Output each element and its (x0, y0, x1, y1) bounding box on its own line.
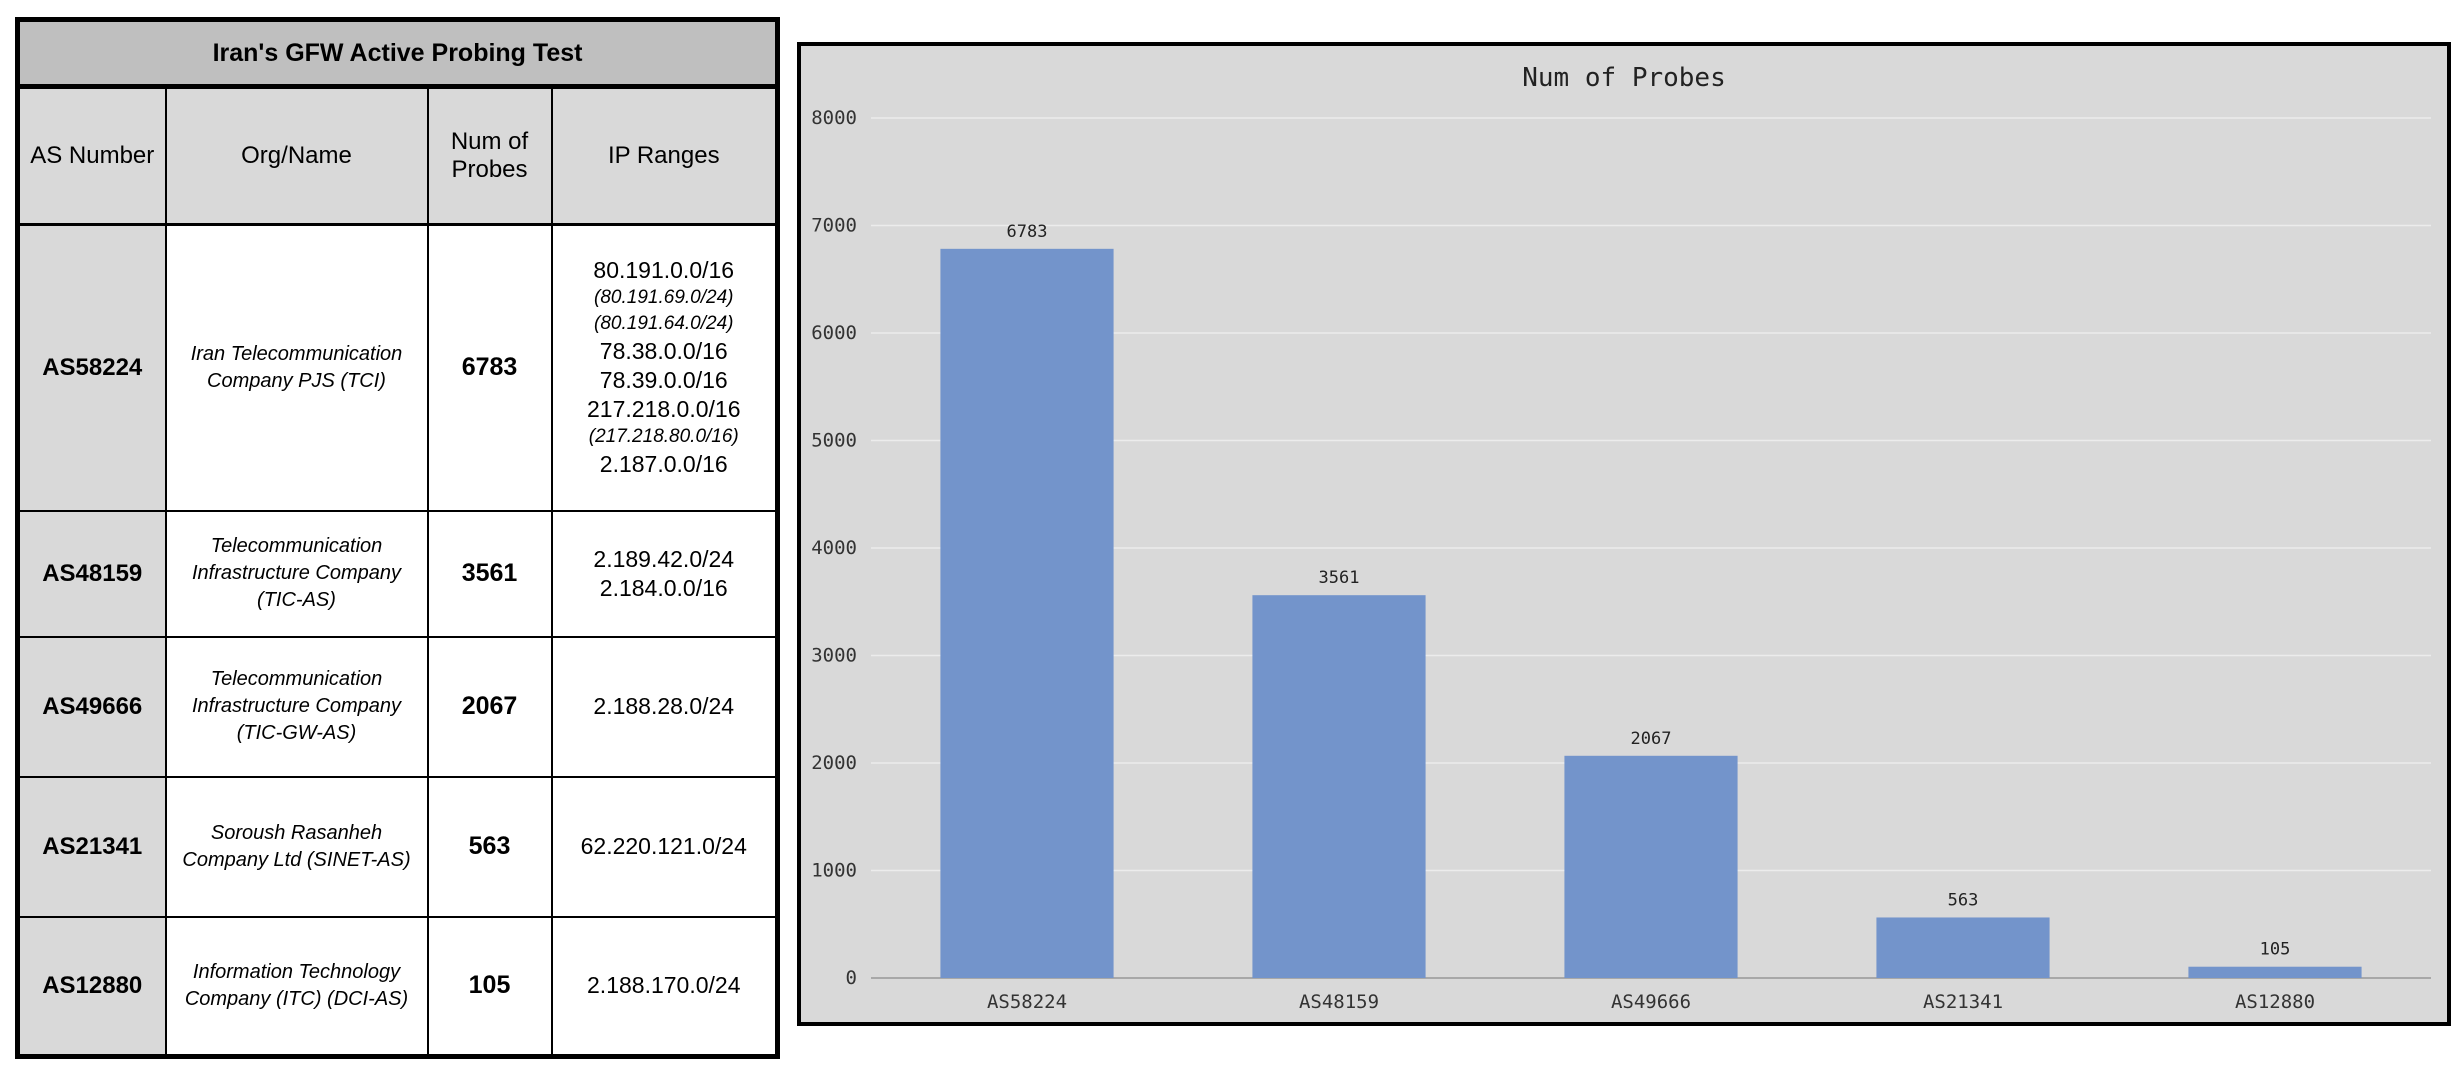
bar-as12880 (2188, 966, 2362, 978)
table-row: AS21341 Soroush Rasanheh Company Ltd (SI… (16, 775, 779, 918)
ip-range: 217.218.0.0/16 (587, 396, 741, 423)
ip-range: (217.218.80.0/16) (588, 426, 739, 448)
ip-ranges-cell: 2.188.170.0/24 (550, 915, 779, 1058)
y-tick-label: 3000 (811, 645, 857, 667)
table-body: AS58224 Iran Telecommunication Company P… (16, 223, 779, 1058)
ip-range: 2.189.42.0/24 (593, 545, 735, 572)
y-tick-label: 1000 (811, 860, 857, 882)
org-cell: Telecommunication Infrastructure Company… (164, 509, 429, 638)
probing-table-container: Iran's GFW Active Probing Test AS Number… (15, 17, 781, 1059)
org-cell: Iran Telecommunication Company PJS (TCI) (164, 223, 429, 512)
header-ip-ranges: IP Ranges (550, 85, 779, 226)
probes-bar-chart-svg: Num of Probes 0 1000 2000 3000 4000 5000 6000 7… (811, 63, 2431, 1013)
bar-data-labels: 6783 3561 2067 563 105 (1007, 222, 2291, 960)
probes-cell: 105 (426, 915, 553, 1058)
org-cell: Telecommunication Infrastructure Company… (164, 635, 429, 778)
as-number-cell: AS21341 (16, 775, 167, 918)
bar-as48159 (1252, 595, 1426, 978)
ip-range: 80.191.0.0/16 (593, 257, 735, 284)
x-axis-ticks: AS58224 AS48159 AS49666 AS21341 AS12880 (987, 991, 2315, 1013)
ip-range: 78.38.0.0/16 (599, 338, 728, 365)
ip-ranges-cell: 80.191.0.0/16 (80.191.69.0/24) (80.191.64.… (550, 223, 779, 512)
bar-as49666 (1564, 755, 1738, 978)
table-row: AS49666 Telecommunication Infrastructure… (16, 635, 779, 778)
ip-ranges-cell: 2.188.28.0/24 (550, 635, 779, 778)
bar-as21341 (1876, 917, 2050, 978)
table-title: Iran's GFW Active Probing Test (16, 18, 779, 89)
bar-data-label: 2067 (1631, 729, 1672, 749)
x-tick-label: AS49666 (1611, 991, 1691, 1013)
ip-range: 2.187.0.0/16 (599, 451, 728, 478)
x-tick-label: AS58224 (987, 991, 1067, 1013)
probes-chart: Num of Probes 0 1000 2000 3000 4000 5000 6000 7… (797, 42, 2451, 1026)
table-row: AS12880 Information Technology Company (… (16, 915, 779, 1058)
table-row: AS58224 Iran Telecommunication Company P… (16, 223, 779, 512)
ip-range: 78.39.0.0/16 (599, 367, 728, 394)
ip-range: 62.220.121.0/24 (580, 833, 747, 859)
y-tick-label: 4000 (811, 537, 857, 559)
chart-title: Num of Probes (1522, 63, 1726, 93)
header-org-name: Org/Name (164, 85, 429, 226)
org-cell: Information Technology Company (ITC) (DC… (164, 915, 429, 1058)
header-num-probes: Num of Probes (426, 85, 553, 226)
y-tick-label: 6000 (811, 322, 857, 344)
x-tick-label: AS48159 (1299, 991, 1379, 1013)
ip-range: 2.188.170.0/24 (587, 972, 741, 999)
y-tick-label: 0 (846, 967, 857, 989)
ip-range: 2.188.28.0/24 (593, 693, 735, 719)
y-axis-ticks: 0 1000 2000 3000 4000 5000 6000 7000 8000 (811, 107, 857, 989)
bar-as58224 (940, 248, 1114, 978)
org-cell: Soroush Rasanheh Company Ltd (SINET-AS) (164, 775, 429, 918)
as-number-cell: AS48159 (16, 509, 167, 638)
ip-range: 2.184.0.0/16 (599, 574, 728, 601)
ip-range: (80.191.64.0/24) (594, 313, 734, 335)
ip-ranges-cell: 62.220.121.0/24 (550, 775, 779, 918)
chart-bars (940, 248, 2362, 978)
probes-cell: 6783 (426, 223, 553, 512)
y-tick-label: 8000 (811, 107, 857, 129)
probes-cell: 3561 (426, 509, 553, 638)
probing-table: Iran's GFW Active Probing Test AS Number… (15, 17, 781, 1059)
x-tick-label: AS21341 (1923, 991, 2003, 1013)
bar-data-label: 563 (1948, 890, 1979, 910)
probes-cell: 563 (426, 775, 553, 918)
header-as-number: AS Number (16, 85, 167, 226)
probes-cell: 2067 (426, 635, 553, 778)
bar-data-label: 3561 (1319, 568, 1360, 588)
table-row: AS48159 Telecommunication Infrastructure… (16, 509, 779, 638)
ip-ranges-cell: 2.189.42.0/24 2.184.0.0/16 (550, 509, 779, 638)
x-tick-label: AS12880 (2235, 991, 2315, 1013)
bar-data-label: 6783 (1007, 222, 1048, 242)
as-number-cell: AS58224 (16, 223, 167, 512)
chart-gridlines (871, 117, 2431, 979)
bar-data-label: 105 (2260, 940, 2291, 960)
ip-range: (80.191.69.0/24) (594, 287, 734, 309)
y-tick-label: 5000 (811, 430, 857, 452)
y-tick-label: 7000 (811, 215, 857, 237)
y-tick-label: 2000 (811, 752, 857, 774)
as-number-cell: AS49666 (16, 635, 167, 778)
as-number-cell: AS12880 (16, 915, 167, 1058)
